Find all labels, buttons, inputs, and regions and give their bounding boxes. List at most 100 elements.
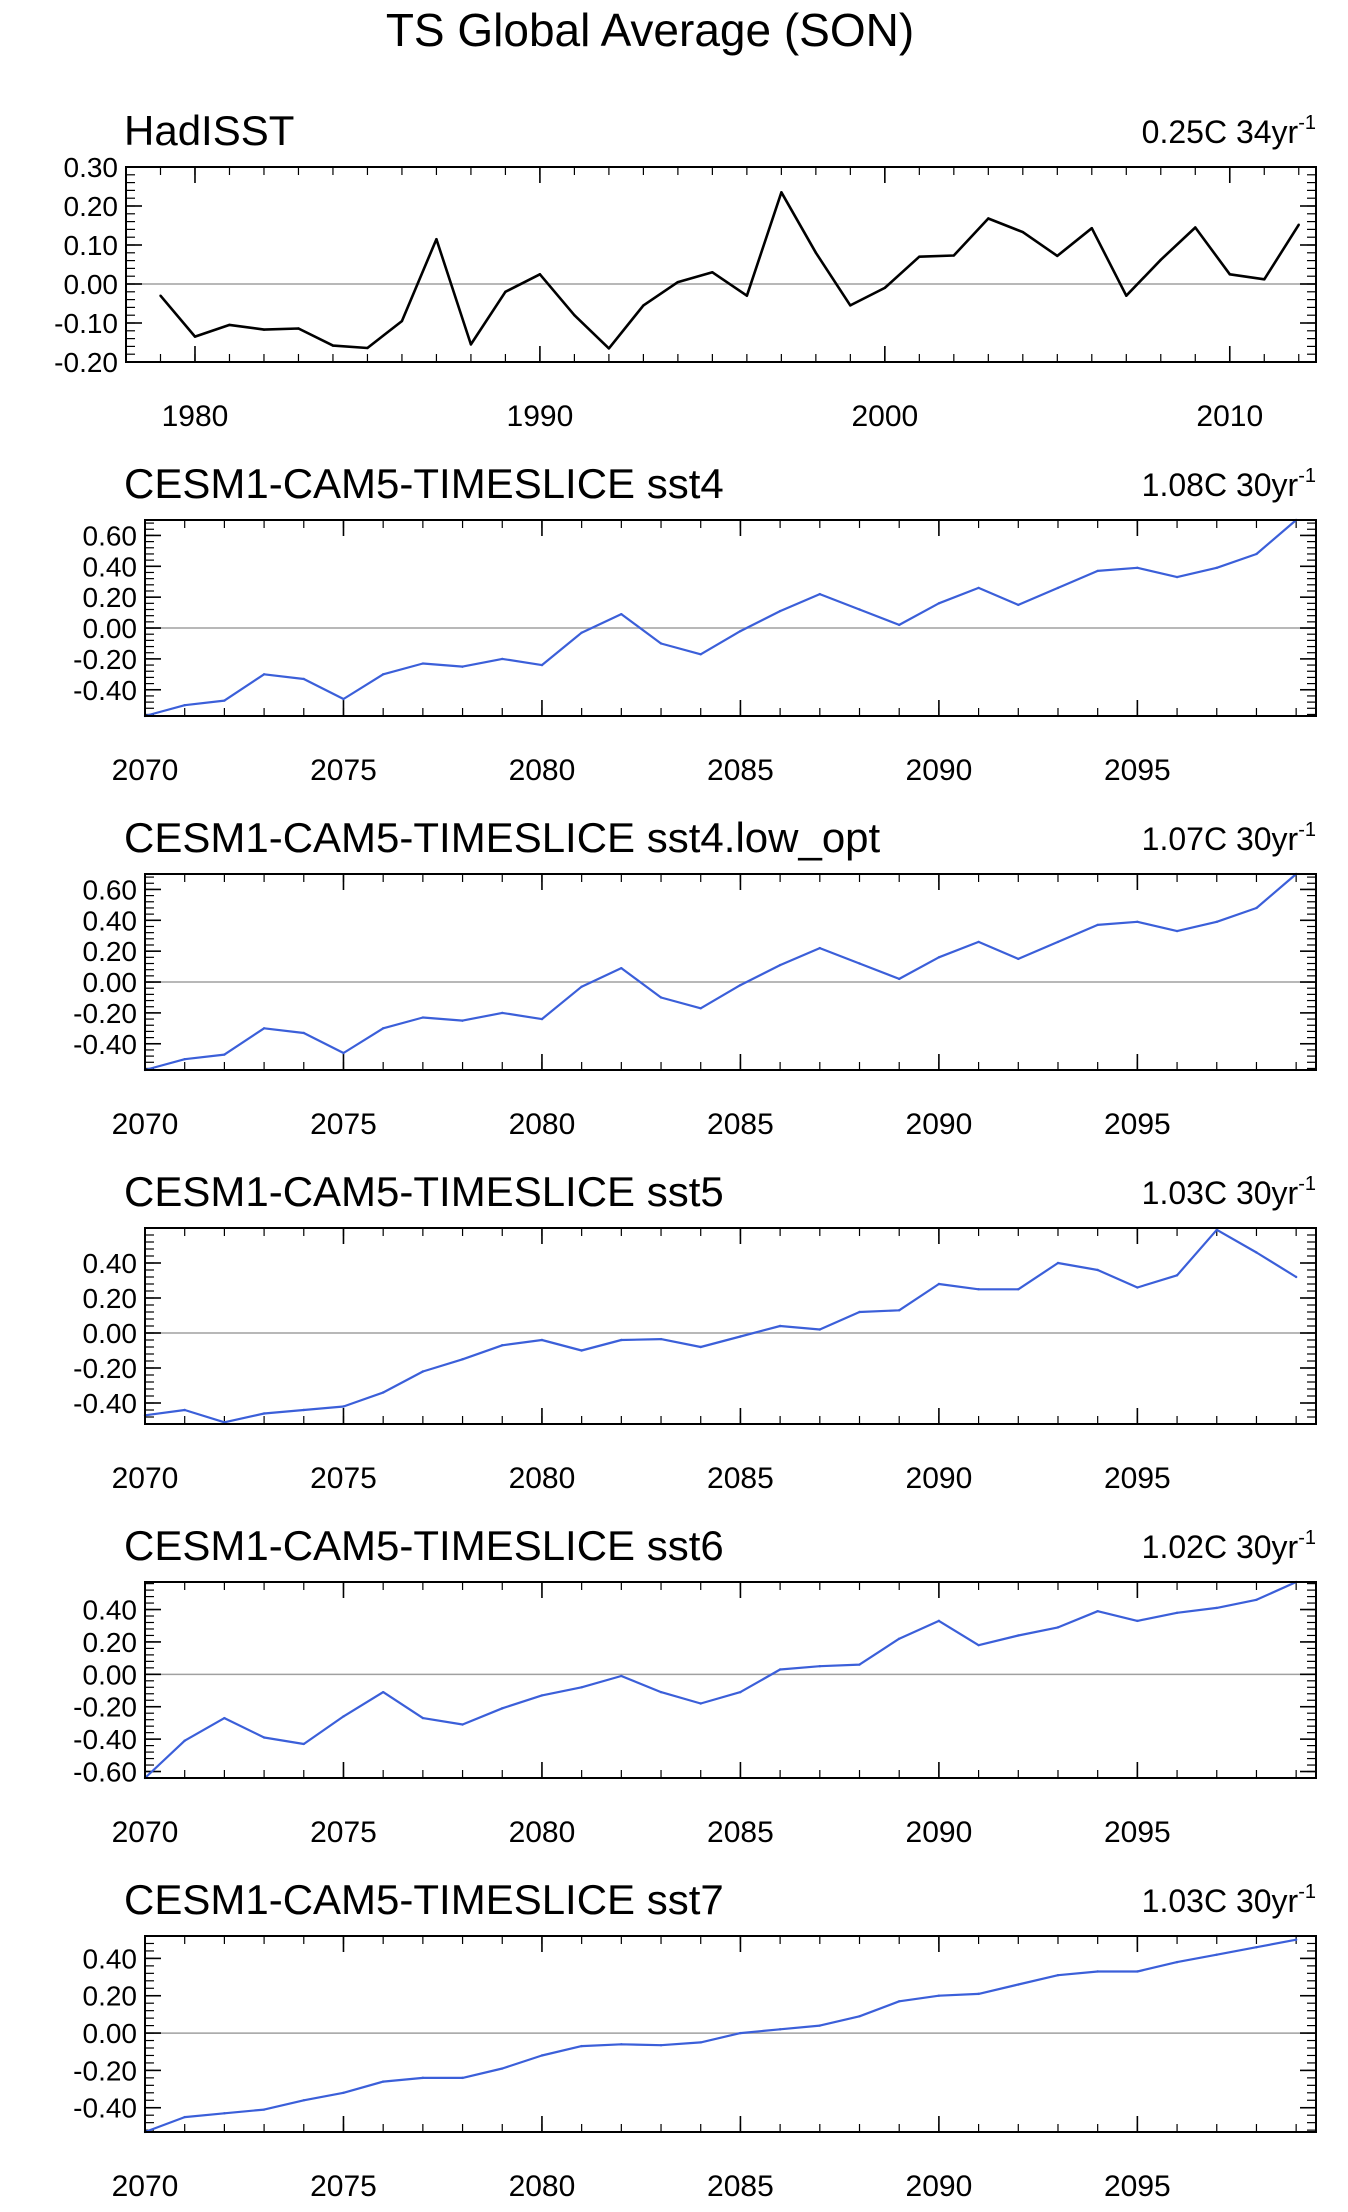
data-point xyxy=(1136,920,1139,924)
y-tick-label: 0.00 xyxy=(83,967,138,998)
data-point xyxy=(435,237,438,241)
trend-exponent: -1 xyxy=(1298,1881,1316,1903)
data-point xyxy=(1056,940,1060,944)
y-tick-label: 0.00 xyxy=(83,1659,138,1690)
data-point xyxy=(540,1017,544,1021)
data-point xyxy=(642,304,645,307)
data-point xyxy=(659,642,663,645)
data-point xyxy=(699,653,702,656)
data-point xyxy=(183,1408,186,1412)
data-point xyxy=(381,2080,385,2083)
data-point xyxy=(540,1694,544,1697)
data-point xyxy=(1056,1974,1060,1977)
data-point xyxy=(1056,1626,1060,1629)
data-point xyxy=(223,1053,226,1056)
y-tick-label: 0.00 xyxy=(83,613,138,644)
data-point xyxy=(504,290,507,293)
data-point xyxy=(228,323,231,327)
x-tick-label: 2070 xyxy=(112,1108,179,1141)
data-point xyxy=(620,1674,623,1678)
data-point xyxy=(1297,223,1300,226)
data-point xyxy=(421,1370,425,1373)
data-point xyxy=(1021,230,1025,234)
data-point xyxy=(1096,1609,1099,1613)
trend-value: 1.02C 30yr xyxy=(1142,1529,1299,1565)
x-tick-label: 2070 xyxy=(112,754,179,787)
data-point xyxy=(818,1665,822,1668)
x-tick-label: 2080 xyxy=(509,1462,576,1495)
data-point xyxy=(1056,586,1060,590)
panel-title: CESM1-CAM5-TIMESLICE sst5 xyxy=(124,1168,724,1215)
data-point xyxy=(1175,1274,1179,1277)
plot-frame xyxy=(144,1581,1317,1779)
trend-exponent: -1 xyxy=(1298,465,1316,487)
data-point xyxy=(573,314,576,317)
y-tick-label: 0.40 xyxy=(83,1248,138,1279)
data-point xyxy=(699,1345,702,1349)
y-tick-label: 0.30 xyxy=(64,152,119,183)
y-tick-label: 0.20 xyxy=(83,936,138,967)
data-point xyxy=(1175,1611,1179,1614)
y-tick-label: 0.00 xyxy=(83,2018,138,2049)
data-point xyxy=(223,2112,226,2115)
y-tick-label: 0.60 xyxy=(83,520,138,551)
panel-title: CESM1-CAM5-TIMESLICE sst6 xyxy=(124,1522,724,1569)
x-tick-label: 2090 xyxy=(906,1462,973,1495)
data-point xyxy=(1175,575,1179,579)
data-point xyxy=(381,1690,385,1694)
data-point xyxy=(699,2041,702,2044)
data-point xyxy=(302,1408,305,1412)
data-point xyxy=(262,328,266,331)
data-point xyxy=(381,673,385,676)
data-point xyxy=(580,1686,583,1689)
trend-annotation: 1.07C 30yr-1 xyxy=(1142,819,1316,857)
data-point xyxy=(262,1412,266,1415)
chart-panel-4: CESM1-CAM5-TIMESLICE sst5 1.03C 30yr-1 -0.… xyxy=(73,1168,1317,1495)
data-point xyxy=(1228,273,1231,276)
data-point xyxy=(501,1707,504,1710)
chart-panel-3: CESM1-CAM5-TIMESLICE sst4.low_opt 1.07C 3… xyxy=(73,814,1317,1141)
x-tick-label: 2085 xyxy=(707,1462,774,1495)
trend-exponent: -1 xyxy=(1298,1173,1316,1195)
data-point xyxy=(620,1338,623,1342)
data-point xyxy=(1056,1261,1060,1265)
data-point xyxy=(987,217,990,220)
data-point xyxy=(659,1690,663,1694)
x-tick-label: 2070 xyxy=(112,1816,179,1849)
data-point xyxy=(952,254,956,257)
data-point xyxy=(421,1716,425,1720)
data-point xyxy=(580,2044,583,2048)
data-point xyxy=(858,2015,861,2018)
data-point xyxy=(469,343,473,346)
data-point xyxy=(1255,1598,1258,1602)
x-tick-label: 2095 xyxy=(1104,1462,1171,1495)
x-tick-label: 2085 xyxy=(707,1108,774,1141)
trend-value: 1.08C 30yr xyxy=(1142,467,1299,503)
plot-frame xyxy=(125,166,1317,363)
data-point xyxy=(183,1057,186,1061)
x-tick-label: 2070 xyxy=(112,1462,179,1495)
y-tick-label: 0.40 xyxy=(83,1943,138,1974)
data-point xyxy=(699,1007,702,1010)
data-point xyxy=(297,327,300,330)
data-point xyxy=(1096,1970,1099,1973)
data-point xyxy=(745,294,749,297)
series-line xyxy=(159,191,1300,350)
data-point xyxy=(1136,1619,1139,1623)
data-point xyxy=(1194,226,1197,229)
data-point xyxy=(1215,566,1218,570)
data-point xyxy=(1017,1983,1020,1986)
y-tick-label: -0.40 xyxy=(73,1388,137,1419)
data-point xyxy=(937,956,941,959)
data-point xyxy=(858,962,861,965)
y-tick-label: 0.20 xyxy=(83,1981,138,2012)
data-point xyxy=(580,1349,583,1352)
data-point xyxy=(1017,603,1020,607)
x-tick-label: 2085 xyxy=(707,1816,774,1849)
panel-title: CESM1-CAM5-TIMESLICE sst4 xyxy=(124,460,724,507)
data-point xyxy=(262,2108,266,2111)
data-point xyxy=(1263,278,1266,281)
data-point xyxy=(977,586,980,590)
data-point xyxy=(366,346,369,350)
plot-frame xyxy=(144,873,1317,1071)
